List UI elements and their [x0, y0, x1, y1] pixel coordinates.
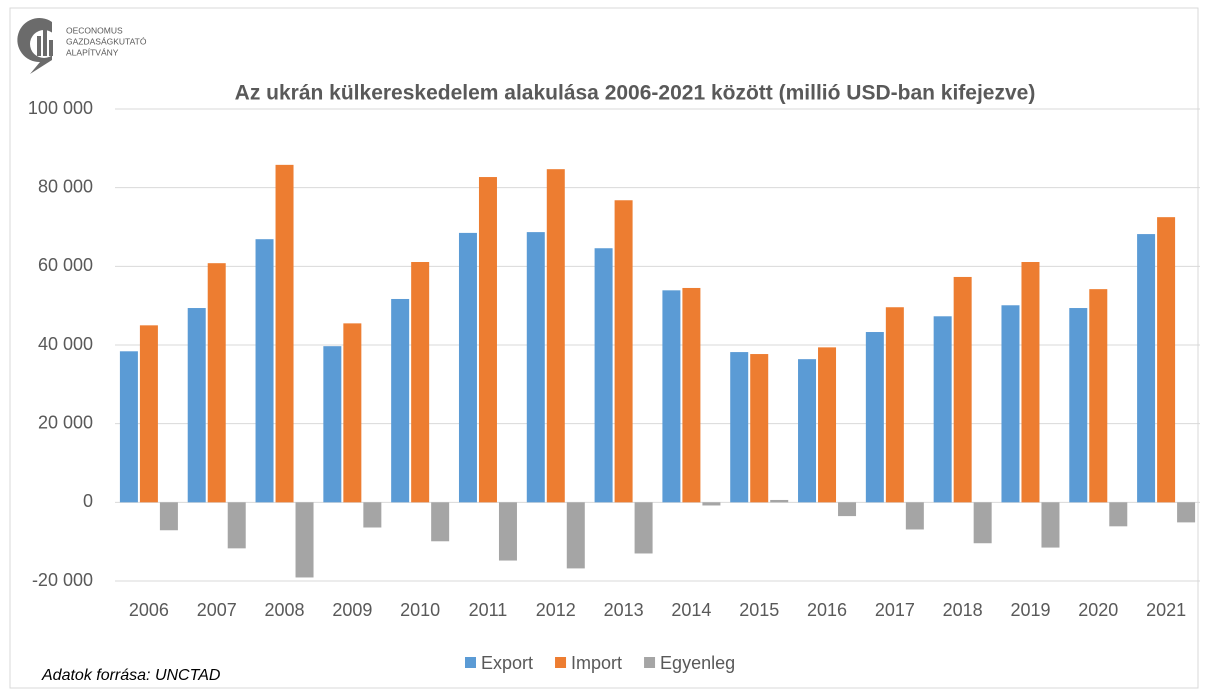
x-tick-label: 2014 — [671, 600, 711, 620]
chart-title: Az ukrán külkereskedelem alakulása 2006-… — [235, 82, 1036, 105]
bar — [682, 287, 701, 503]
x-tick-label: 2020 — [1078, 600, 1118, 620]
bar — [865, 332, 884, 503]
bar — [363, 502, 382, 528]
bar — [275, 164, 294, 503]
bar — [905, 502, 924, 530]
bar — [662, 290, 681, 503]
x-tick-label: 2016 — [807, 600, 847, 620]
x-tick-label: 2018 — [943, 600, 983, 620]
bar — [526, 232, 545, 503]
bar — [1157, 217, 1176, 503]
bar — [119, 351, 138, 503]
bar — [498, 502, 517, 561]
logo-text: ALAPÍTVÁNY — [66, 47, 119, 57]
bar — [973, 502, 992, 544]
x-tick-label: 2013 — [604, 600, 644, 620]
bar — [431, 502, 450, 542]
bar — [1177, 502, 1196, 523]
bar — [885, 307, 904, 503]
bar — [1001, 305, 1020, 503]
bar — [343, 323, 362, 503]
bar — [159, 502, 178, 531]
legend-label: Export — [481, 653, 533, 673]
bar — [295, 502, 314, 578]
y-tick-label: 0 — [83, 491, 93, 511]
x-tick-label: 2009 — [332, 600, 372, 620]
legend-swatch — [644, 657, 656, 668]
logo-text: OECONOMUS — [66, 25, 123, 35]
y-tick-label: 80 000 — [38, 176, 93, 196]
logo-text: GAZDASÁGKUTATÓ — [66, 36, 147, 46]
bar — [1089, 289, 1108, 503]
bar — [770, 499, 789, 503]
x-tick-label: 2012 — [536, 600, 576, 620]
bar — [255, 239, 274, 503]
bar — [1109, 502, 1128, 527]
x-tick-label: 2010 — [400, 600, 440, 620]
x-tick-label: 2015 — [739, 600, 779, 620]
bar — [818, 347, 837, 503]
bar — [391, 298, 410, 503]
x-tick-label: 2008 — [265, 600, 305, 620]
logo-icon — [17, 18, 58, 74]
legend-label: Egyenleg — [660, 653, 735, 673]
y-tick-label: 20 000 — [38, 412, 93, 432]
source-note: Adatok forrása: UNCTAD — [41, 667, 221, 684]
legend-swatch — [465, 657, 476, 668]
x-tick-label: 2011 — [469, 600, 508, 620]
bar — [411, 262, 430, 503]
bar — [933, 316, 952, 503]
y-tick-label: 40 000 — [38, 334, 93, 354]
legend-swatch — [555, 657, 567, 668]
bar — [227, 502, 246, 549]
x-tick-label: 2017 — [875, 600, 915, 620]
y-tick-label: 60 000 — [38, 255, 93, 275]
bar — [838, 502, 857, 517]
x-tick-label: 2019 — [1010, 600, 1050, 620]
bar — [207, 263, 226, 503]
bar — [594, 248, 613, 503]
bar — [546, 169, 565, 503]
y-tick-label: -20 000 — [32, 570, 93, 590]
bar — [730, 352, 749, 503]
bar — [139, 325, 158, 503]
bar — [634, 502, 653, 554]
legend-label: Import — [571, 653, 622, 673]
bar — [566, 502, 585, 569]
bar — [953, 276, 972, 503]
y-tick-label: 100 000 — [28, 98, 93, 118]
x-tick-label: 2007 — [197, 600, 237, 620]
x-tick-label: 2006 — [129, 600, 169, 620]
bar — [323, 346, 342, 503]
x-tick-label: 2021 — [1146, 600, 1186, 620]
bar — [1021, 262, 1040, 503]
bar — [750, 354, 769, 503]
bar — [458, 232, 477, 503]
bar — [1069, 308, 1088, 503]
bar — [614, 200, 633, 503]
bar — [798, 359, 817, 503]
bar — [702, 502, 721, 506]
bar — [187, 308, 206, 503]
bar — [478, 177, 497, 503]
bar — [1041, 502, 1060, 548]
bar — [1137, 234, 1156, 503]
